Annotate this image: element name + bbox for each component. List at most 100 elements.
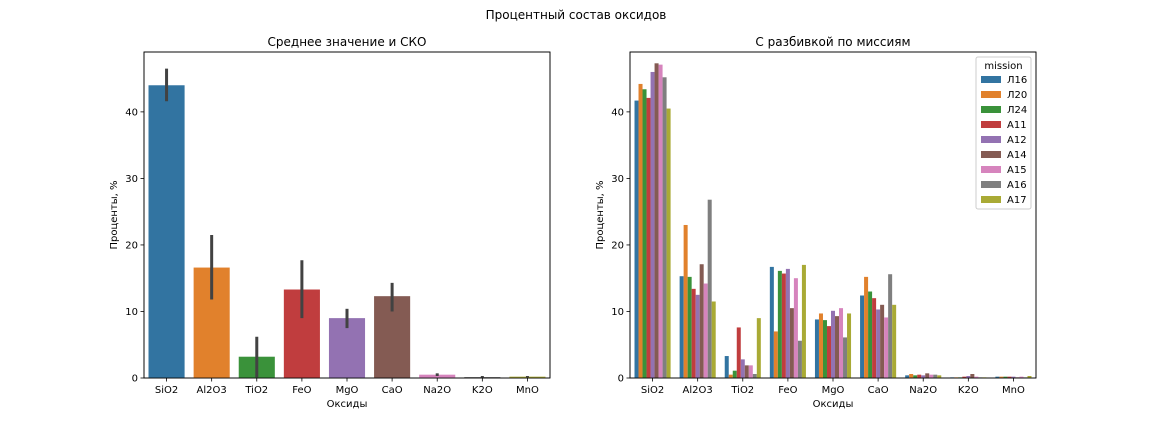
bar-tio2-А11	[736, 327, 741, 378]
legend-swatch-А17	[981, 196, 1001, 203]
bar-al2o3-А14	[699, 264, 704, 378]
legend-label-Л24: Л24	[1007, 105, 1027, 116]
chart-left-ytick-label: 20	[125, 240, 138, 251]
bar-al2o3-А16	[707, 199, 712, 378]
chart-right-xtick-label: K2O	[958, 385, 979, 396]
bar-cao-А16	[888, 274, 893, 378]
bar-na2o-Л16	[905, 375, 910, 378]
bar-al2o3-А15	[703, 283, 708, 378]
bar-tio2-А16	[752, 374, 757, 378]
bar-tio2-Л20	[728, 374, 733, 378]
bar-k2o-А12	[966, 376, 971, 378]
chart-right-ytick-label: 0	[618, 374, 624, 385]
legend-label-А15: А15	[1007, 165, 1027, 176]
chart-left-xtick-label: Al2O3	[197, 385, 227, 396]
bar-sio2	[148, 85, 185, 378]
bar-mgo-Л20	[818, 313, 823, 378]
chart-left-xtick-label: FeO	[292, 385, 311, 396]
bar-al2o3-А12	[695, 294, 700, 378]
bar-mno-А17	[1027, 376, 1032, 378]
chart-right-xtick-label: TiO2	[730, 385, 754, 396]
bar-feo-Л16	[769, 266, 774, 378]
bar-feo-А14	[789, 308, 794, 378]
bar-sio2-А12	[650, 71, 655, 379]
bar-cao-Л20	[864, 276, 869, 378]
chart-left-xtick-label: TiO2	[244, 385, 268, 396]
chart-right-xtick-label: CaO	[868, 385, 889, 396]
bar-cao-А11	[872, 298, 877, 378]
legend-label-Л20: Л20	[1007, 90, 1027, 101]
bar-na2o-А17	[937, 375, 942, 378]
legend-label-А11: А11	[1007, 120, 1027, 131]
bar-cao-Л24	[868, 291, 873, 378]
legend-swatch-Л20	[981, 91, 1001, 98]
chart-left-xtick-label: MnO	[516, 385, 539, 396]
bar-sio2-Л24	[642, 89, 647, 378]
chart-by-mission: С разбивкой по миссиям Проценты, % Оксид…	[595, 35, 1037, 410]
chart-right-ytick-label: 20	[611, 240, 624, 251]
bar-k2o-А14	[970, 374, 975, 378]
bar-na2o-А11	[917, 374, 922, 378]
legend-label-Л16: Л16	[1007, 75, 1027, 86]
bar-tio2-А17	[756, 318, 761, 378]
bar-mgo-А15	[839, 308, 844, 378]
chart-right-xtick-label: Na2O	[909, 385, 937, 396]
bar-al2o3-Л24	[687, 276, 692, 378]
chart-right-frame-top	[629, 51, 1037, 379]
chart-left-ytick-label: 0	[132, 374, 138, 385]
bar-al2o3-Л20	[683, 224, 688, 378]
bar-mno-А15	[1019, 376, 1024, 378]
bar-feo-А15	[793, 278, 798, 378]
chart-right-xtick-label: SiO2	[641, 385, 664, 396]
legend-swatch-Л24	[981, 106, 1001, 113]
chart-right-ytick-label: 10	[611, 307, 624, 318]
bar-mgo-А14	[835, 316, 840, 378]
legend: mission Л16 Л20 Л24 А11 А12 А14 А15 А16 А17	[975, 56, 1032, 210]
bar-na2o-А12	[921, 375, 926, 378]
chart-right-xlabel: Оксиды	[813, 399, 854, 410]
bar-mno-Л16	[995, 376, 1000, 378]
chart-left-ytick-label: 10	[125, 307, 138, 318]
bar-feo-Л20	[773, 331, 778, 378]
bar-feo-А16	[797, 340, 802, 378]
legend-label-А14: А14	[1007, 150, 1027, 161]
bar-mgo-Л24	[822, 320, 827, 378]
bar-mno-Л24	[1003, 376, 1008, 378]
bar-na2o	[419, 374, 456, 378]
chart-left-ylabel: Проценты, %	[109, 180, 120, 249]
chart-left-frame-top	[143, 51, 551, 379]
bar-mgo-Л16	[814, 319, 819, 378]
chart-left-title: Среднее значение и СКО	[268, 35, 427, 49]
bar-cao-А14	[880, 304, 885, 378]
chart-right-plot-area: 0 10 20 30 40 SiO2 Al2O3 TiO2 FeO MgO CaO Na2O K2O Mn…	[611, 51, 1037, 396]
bar-tio2-А12	[740, 359, 745, 378]
bar-mgo-А12	[830, 310, 836, 378]
legend-label-А16: А16	[1007, 180, 1027, 191]
chart-left-xtick-label: Na2O	[423, 385, 451, 396]
chart-left-ytick-label: 40	[125, 107, 138, 118]
bar-tio2-А15	[748, 365, 753, 378]
legend-swatch-А11	[981, 121, 1001, 128]
bar-tio2-Л16	[724, 356, 729, 378]
bar-al2o3-А17	[711, 301, 716, 378]
bar-sio2-А14	[654, 63, 659, 378]
chart-right-xtick-label: FeO	[778, 385, 797, 396]
bar-na2o-А14	[925, 373, 930, 378]
chart-right-ytick-label: 30	[611, 174, 624, 185]
chart-right-xtick-label: MnO	[1002, 385, 1025, 396]
bar-mno-А12	[1011, 376, 1016, 378]
chart-right-xtick-label: Al2O3	[683, 385, 713, 396]
chart-left-ytick-label: 30	[125, 174, 138, 185]
bar-k2o-А11	[962, 376, 967, 378]
legend-swatch-А16	[981, 181, 1001, 188]
bar-feo-А17	[801, 264, 806, 378]
bar-mgo-А16	[843, 337, 848, 378]
chart-right-title: С разбивкой по миссиям	[755, 35, 910, 49]
bar-sio2-А15	[658, 64, 663, 379]
bar-sio2-А17	[666, 108, 671, 378]
bar-na2o-Л24	[913, 375, 918, 378]
chart-left-xlabel: Оксиды	[327, 399, 368, 410]
bar-mgo-А17	[847, 313, 852, 378]
chart-right-xtick-label: MgO	[822, 385, 845, 396]
